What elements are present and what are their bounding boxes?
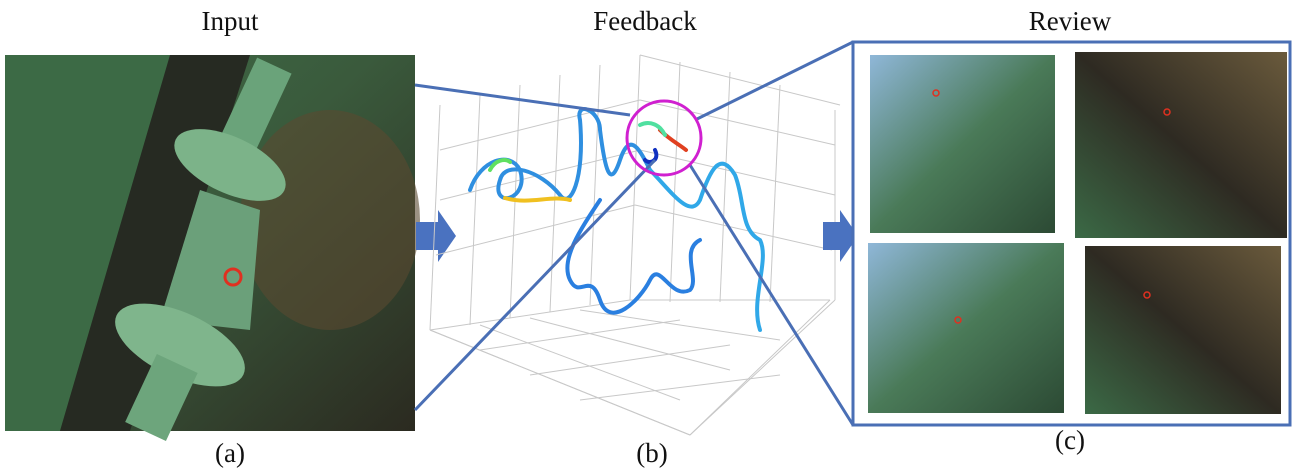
arrow — [416, 210, 456, 262]
trajectory-path — [505, 198, 570, 201]
figure: Input Feedback Review — [0, 0, 1297, 472]
zoom-line — [690, 165, 853, 425]
panel-caption: (b) — [636, 438, 667, 468]
axis-line — [690, 300, 835, 435]
grid-line — [470, 95, 480, 325]
plot-grid — [430, 55, 840, 435]
panel-title: Review — [1029, 6, 1112, 36]
grid-line — [635, 205, 832, 250]
grid-line — [530, 345, 730, 375]
grid-line — [770, 85, 780, 302]
background-blur — [240, 110, 420, 330]
grid-line — [530, 318, 730, 370]
panel-caption: (a) — [215, 438, 245, 468]
grid-line — [480, 320, 680, 350]
grid-line — [670, 62, 680, 302]
zoom-line — [415, 85, 630, 115]
review-image — [1075, 52, 1287, 238]
panel-title: Feedback — [593, 6, 697, 36]
grid-line — [590, 65, 600, 305]
review-image — [1085, 246, 1281, 414]
zoom-line — [695, 42, 853, 120]
grid-line — [690, 300, 830, 435]
panel-caption: (c) — [1055, 425, 1085, 455]
review-image — [870, 55, 1055, 233]
panel-title: Input — [202, 6, 259, 36]
highlight-circle — [627, 101, 701, 175]
grid-line — [580, 310, 780, 340]
review-image — [868, 243, 1064, 413]
grid-line — [440, 100, 640, 150]
trajectory-path — [470, 109, 650, 199]
axis-line — [430, 330, 690, 435]
input-image — [5, 55, 420, 441]
